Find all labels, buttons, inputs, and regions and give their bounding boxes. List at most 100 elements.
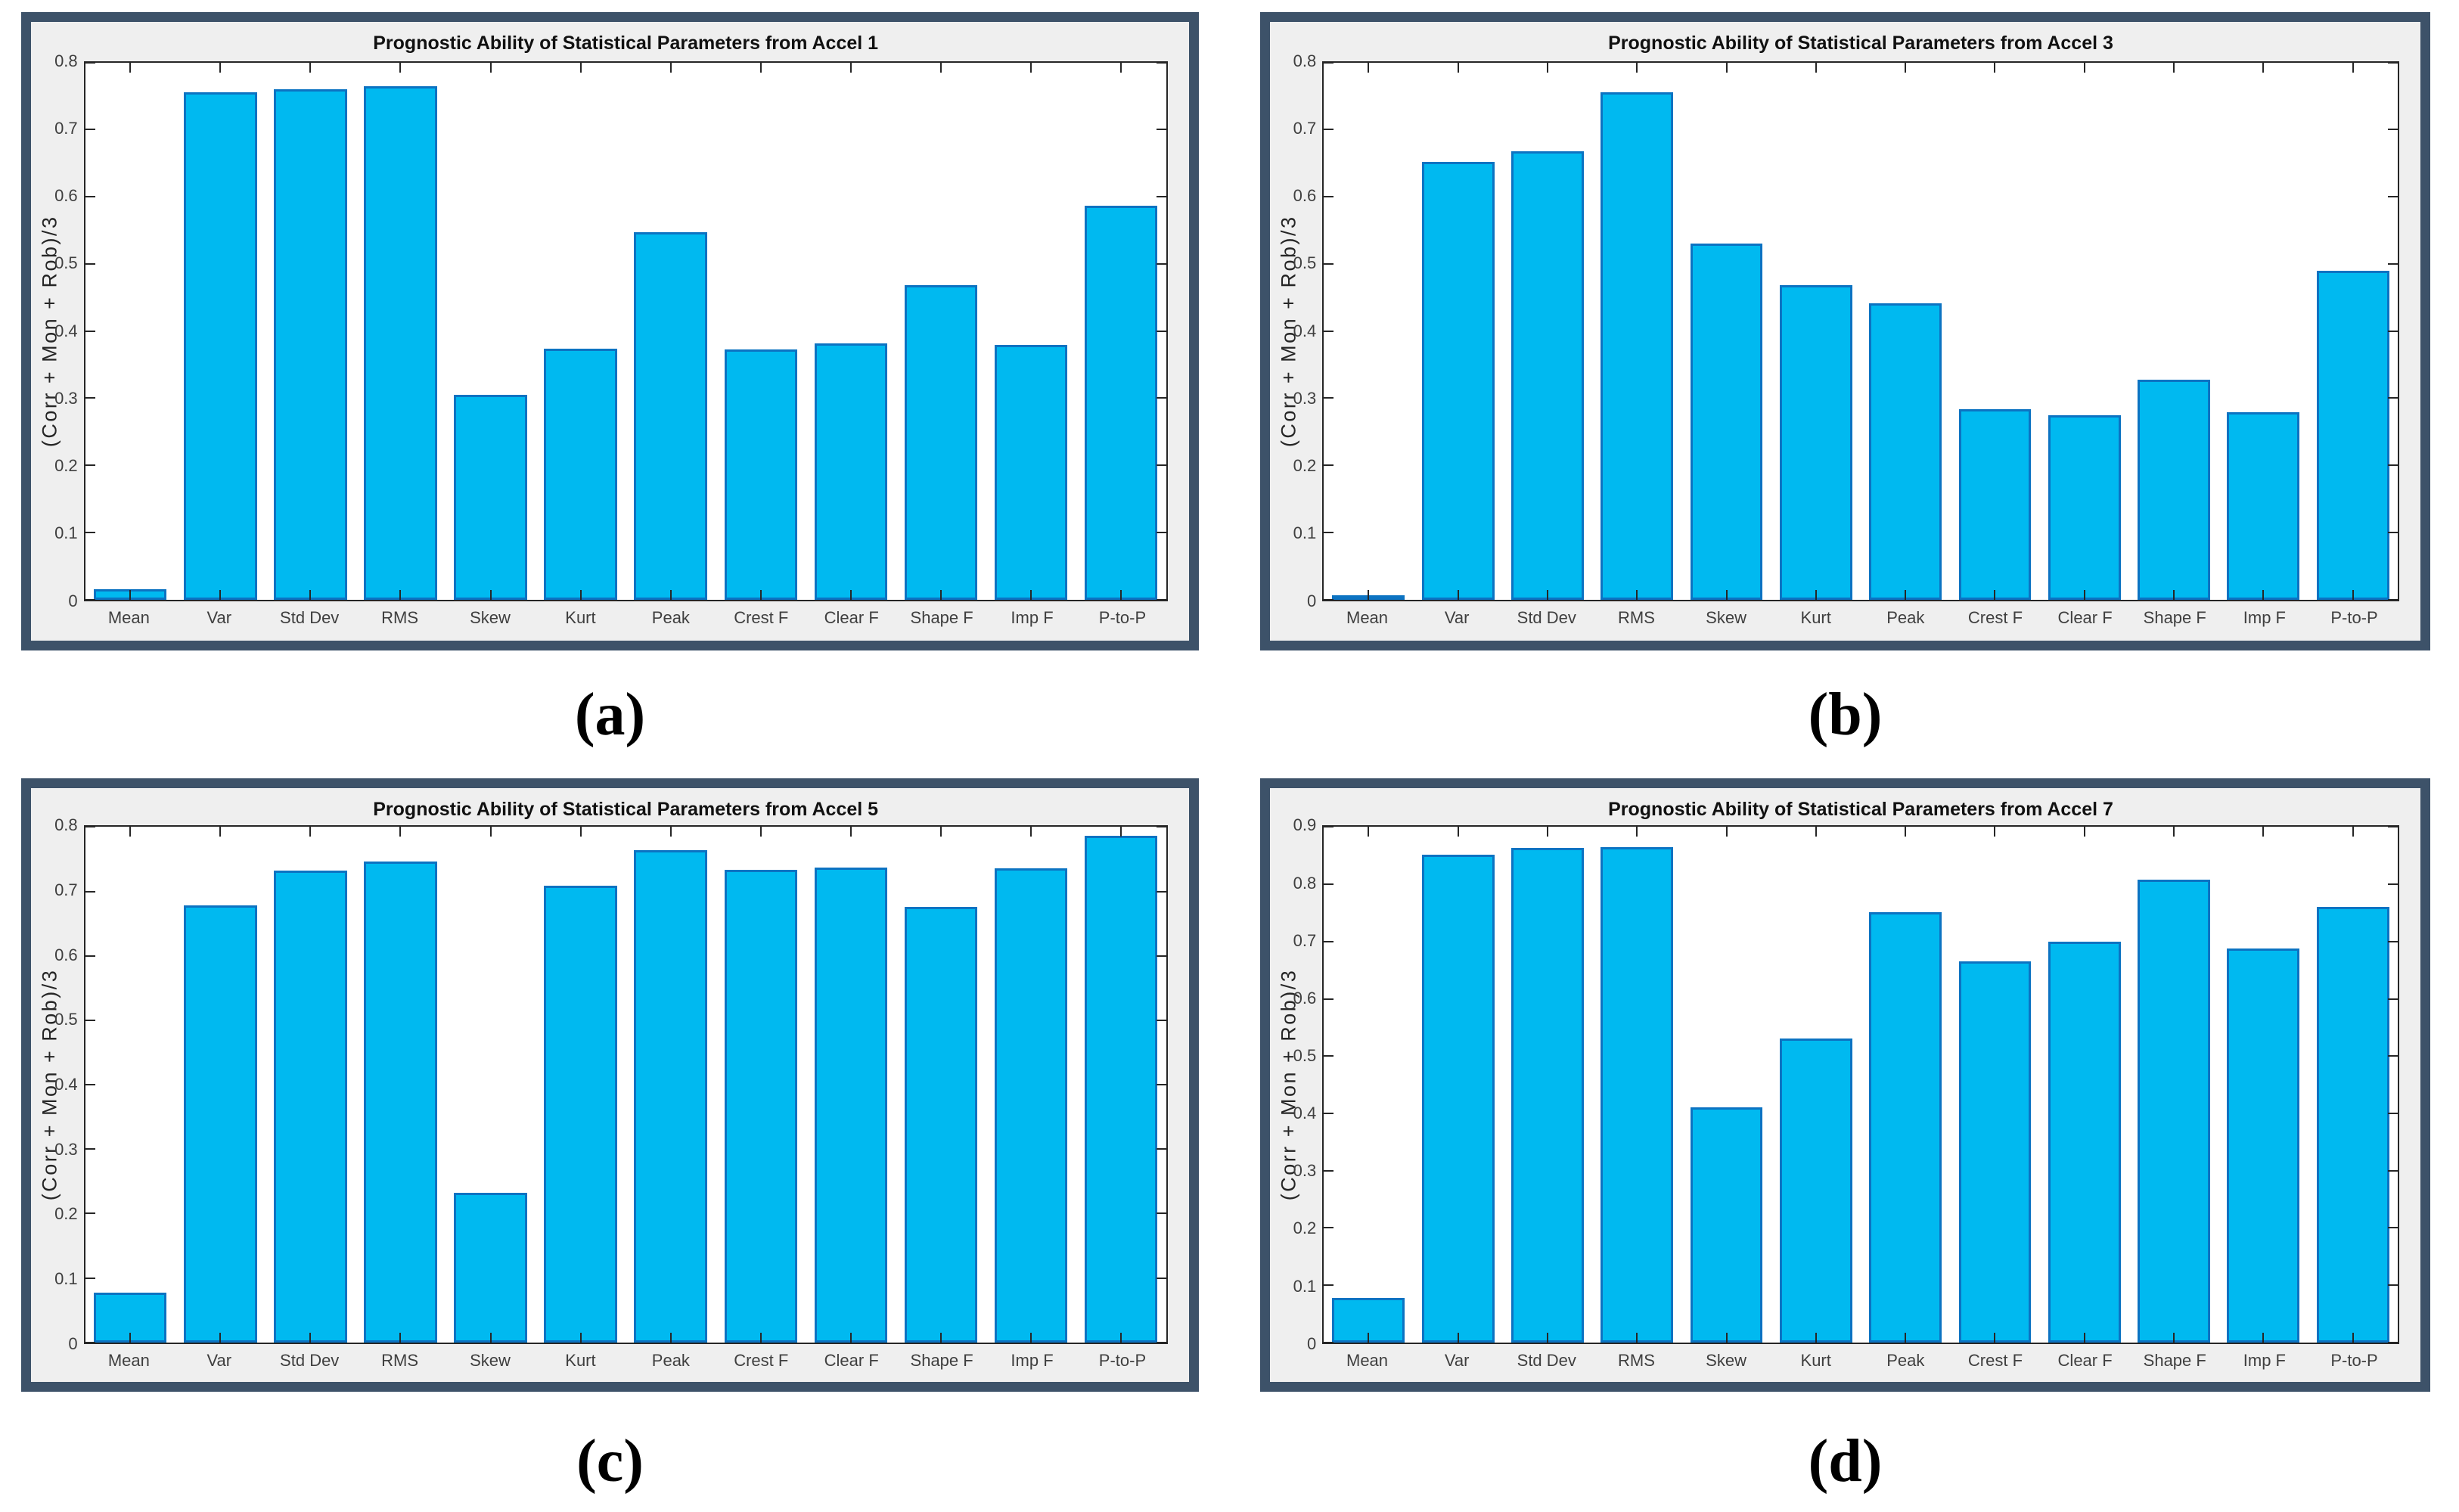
x-tick-label: Shape F (2143, 607, 2206, 627)
bar-shape-f (904, 907, 978, 1343)
y-tick-label: 0 (68, 1333, 78, 1353)
y-tick-label: 0.2 (54, 1204, 78, 1224)
chart-title: Prognostic Ability of Statistical Parame… (373, 799, 879, 820)
panel-inner: Prognostic Ability of Statistical Parame… (31, 788, 1189, 1382)
caption-d: (d) (1808, 1428, 1883, 1495)
x-tick-label: Kurt (565, 1350, 596, 1370)
bar-p-to-p (1084, 205, 1158, 600)
panel-inner: Prognostic Ability of Statistical Parame… (1270, 22, 2420, 641)
bar-peak (1869, 911, 1942, 1343)
y-tick-label: 0.7 (54, 880, 78, 900)
y-tick-label: 0.2 (1293, 1219, 1317, 1238)
x-tick-label: Clear F (824, 607, 879, 627)
y-tick-label: 0.3 (1293, 388, 1317, 408)
x-tick-label: P-to-P (1098, 1350, 1147, 1370)
y-tick-label: 0.3 (54, 1139, 78, 1159)
y-tick-label: 0.8 (1293, 873, 1317, 893)
bar-p-to-p (2316, 270, 2389, 600)
y-tick-label: 0.8 (1293, 51, 1317, 70)
x-tick-label: Var (1444, 1350, 1470, 1370)
x-tick-label: Kurt (1800, 1350, 1831, 1370)
y-tick-label: 0.6 (1293, 186, 1317, 206)
y-tick-label: 0.5 (1293, 1046, 1317, 1066)
y-tick-label: 0.7 (1293, 118, 1317, 138)
x-tick-label: Shape F (910, 607, 973, 627)
x-tick-labels: Mean Var Std Dev RMS Skew Kurt Peak Crest F Clea… (1322, 1344, 2399, 1380)
y-tick-labels: 0 0.1 0.2 0.3 0.4 0.5 0.6 0.7 0.8 (31, 815, 84, 1352)
bar-skew (1690, 244, 1763, 600)
caption-a: (a) (574, 681, 646, 748)
bar-shape-f (904, 285, 978, 600)
bars-group (1324, 827, 2398, 1343)
bar-p-to-p (1084, 836, 1158, 1343)
y-tick-label: 0.8 (54, 815, 78, 835)
x-tick-label: Imp F (2243, 607, 2286, 627)
x-tick-label: Kurt (1800, 607, 1831, 627)
x-tick-label: Skew (470, 607, 511, 627)
bar-imp-f (2227, 412, 2300, 600)
y-tick-label: 0.3 (54, 388, 78, 408)
y-tick-label: 0.1 (1293, 523, 1317, 543)
bar-clear-f (814, 343, 888, 600)
x-tick-label: Imp F (1011, 1350, 1054, 1370)
x-tick-label: Skew (1706, 607, 1746, 627)
bar-rms (1601, 92, 1674, 600)
bar-mean (93, 1293, 167, 1343)
x-tick-label: P-to-P (1098, 607, 1147, 627)
bar-shape-f (2138, 880, 2210, 1343)
x-tick-label: Peak (1886, 1350, 1925, 1370)
x-tick-label: Clear F (2057, 607, 2113, 627)
bar-rms (364, 861, 437, 1343)
y-tick-label: 0.4 (1293, 1104, 1317, 1123)
y-tick-label: 0.4 (54, 321, 78, 340)
x-tick-label: Crest F (734, 1350, 789, 1370)
bar-clear-f (814, 868, 888, 1343)
plot-area (83, 61, 1168, 601)
y-tick-label: 0.6 (54, 945, 78, 964)
x-tick-label: Imp F (2243, 1350, 2286, 1370)
x-tick-label: Var (206, 607, 232, 627)
bars-group (85, 63, 1166, 600)
panel-inner: Prognostic Ability of Statistical Parame… (31, 22, 1189, 641)
x-tick-label: Skew (1706, 1350, 1746, 1370)
y-tick-label: 0 (1306, 591, 1317, 610)
y-tick-label: 0.7 (54, 118, 78, 138)
chart-title: Prognostic Ability of Statistical Parame… (373, 33, 879, 54)
x-tick-label: P-to-P (2330, 1350, 2378, 1370)
bar-std-dev (274, 870, 347, 1343)
bar-var (184, 905, 257, 1343)
bar-peak (634, 850, 707, 1343)
x-tick-label: Clear F (2057, 1350, 2113, 1370)
y-tick-label: 0.2 (54, 456, 78, 476)
x-tick-label: Kurt (565, 607, 596, 627)
bar-kurt (544, 885, 617, 1343)
x-tick-label: Shape F (2143, 1350, 2206, 1370)
x-tick-label: Crest F (1967, 607, 2023, 627)
y-tick-labels: 0 0.1 0.2 0.3 0.4 0.5 0.6 0.7 0.8 (1270, 51, 1322, 610)
y-tick-label: 0.7 (1293, 930, 1317, 950)
x-tick-label: Mean (107, 607, 150, 627)
y-tick-label: 0.2 (1293, 456, 1317, 476)
x-tick-label: Peak (651, 607, 690, 627)
bar-crest-f (724, 869, 797, 1343)
y-tick-label: 0.3 (1293, 1161, 1317, 1181)
bar-mean (1332, 595, 1405, 600)
caption-c: (c) (576, 1428, 644, 1495)
chart-title: Prognostic Ability of Statistical Parame… (1608, 33, 2113, 54)
y-tick-label: 0.4 (1293, 321, 1317, 340)
y-tick-label: 0.4 (54, 1075, 78, 1094)
bar-var (1421, 161, 1495, 600)
figure-panel-a: Prognostic Ability of Statistical Parame… (21, 12, 1199, 650)
plot-area (83, 825, 1168, 1344)
bar-skew (454, 394, 527, 600)
x-tick-label: RMS (1617, 1350, 1655, 1370)
x-tick-labels: Mean Var Std Dev RMS Skew Kurt Peak Crest F Clea… (84, 1344, 1168, 1380)
figure-panel-c: Prognostic Ability of Statistical Parame… (21, 778, 1199, 1392)
y-tick-label: 0.1 (54, 1269, 78, 1289)
x-tick-label: Mean (107, 1350, 150, 1370)
chart-title: Prognostic Ability of Statistical Parame… (1608, 799, 2113, 820)
x-tick-label: Crest F (734, 607, 789, 627)
x-tick-label: Shape F (910, 1350, 973, 1370)
y-tick-label: 0.9 (1293, 815, 1317, 835)
bar-peak (634, 232, 707, 600)
